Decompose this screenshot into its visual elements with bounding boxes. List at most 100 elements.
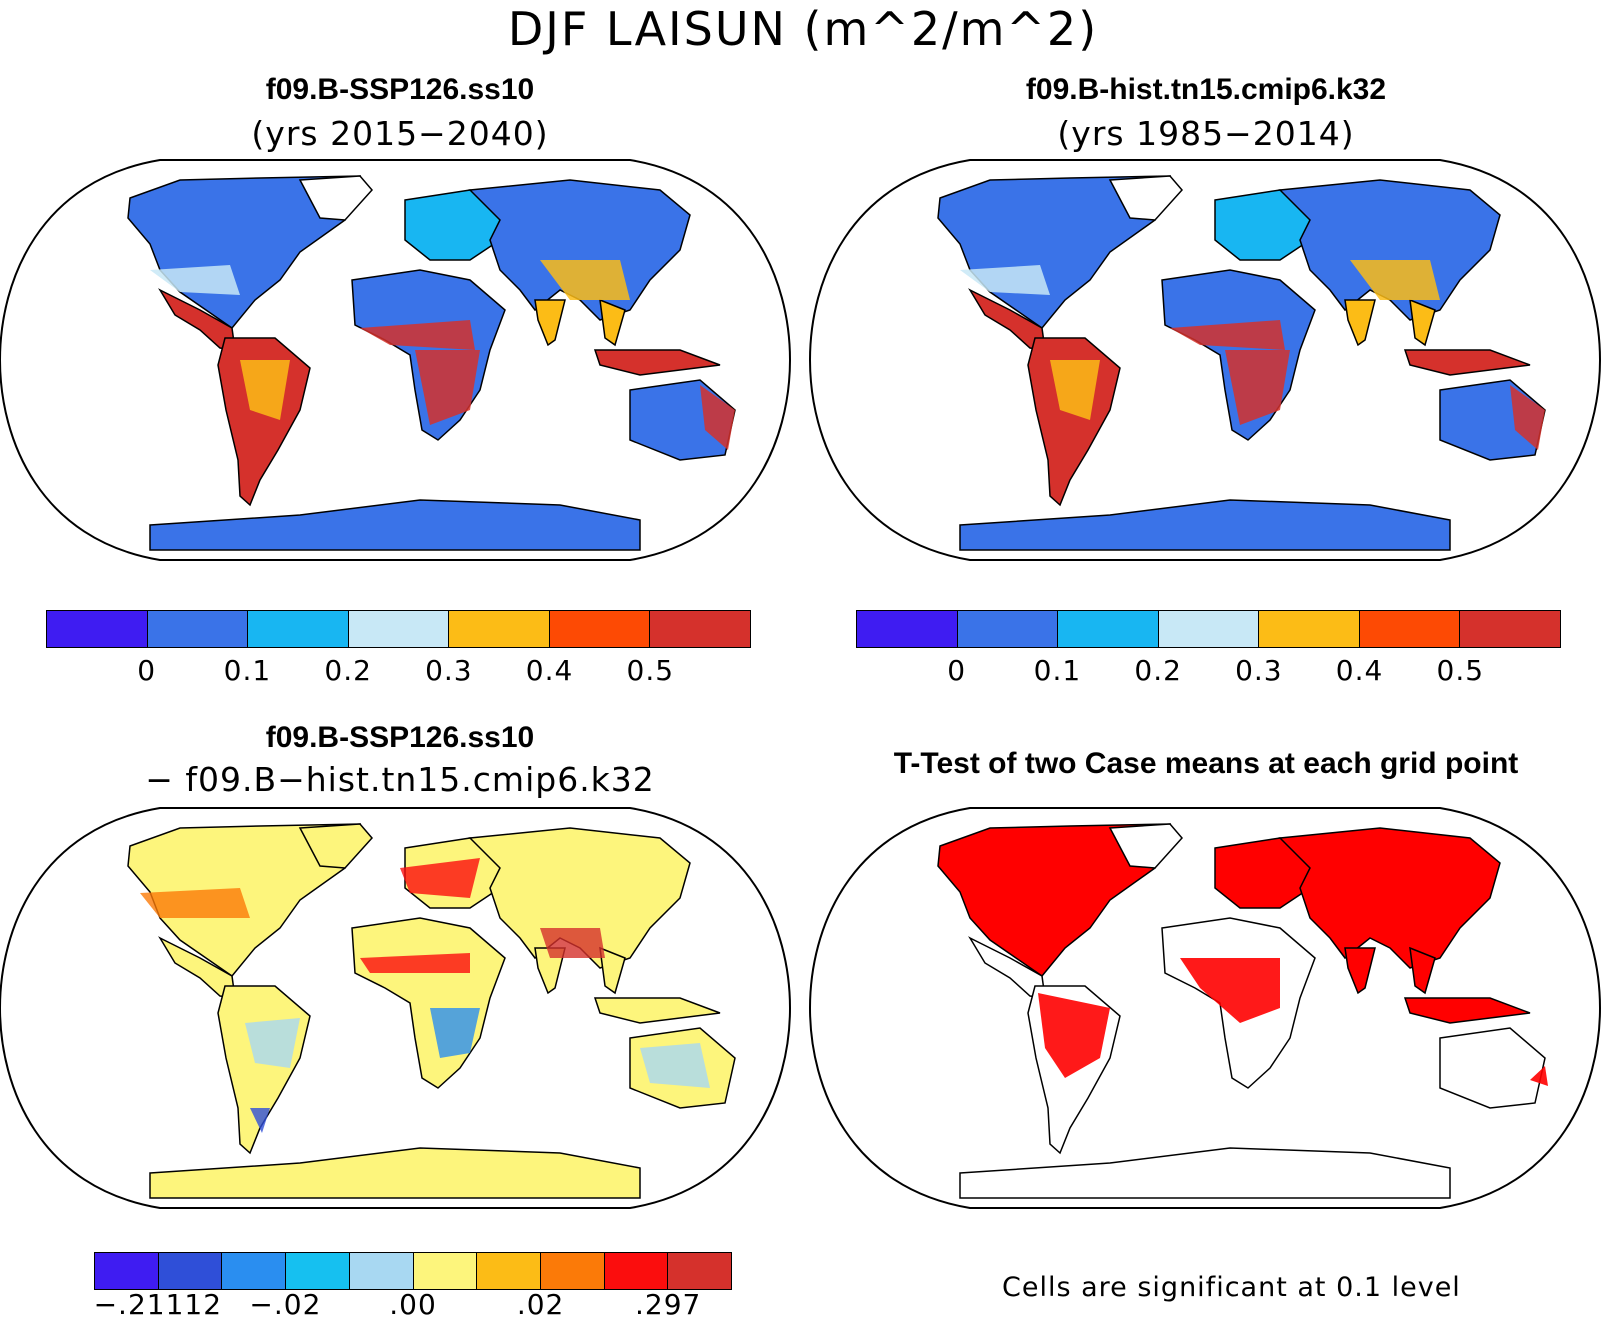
panel-2-colorbar — [856, 610, 1561, 648]
land-greenland — [298, 175, 373, 221]
significant-region — [1038, 993, 1110, 1078]
panel-2-colorbar-labels: 0 0.1 0.2 0.3 0.4 0.5 — [856, 654, 1561, 688]
land-indonesia — [593, 349, 721, 376]
significant-region — [1530, 1066, 1548, 1086]
land-india — [1344, 947, 1376, 995]
colorbar-swatch — [248, 611, 349, 647]
panel-4-map — [808, 807, 1602, 1209]
panel-1-map — [0, 159, 792, 561]
significance-note: Cells are significant at 0.1 level — [1002, 1272, 1461, 1303]
field-region — [245, 1018, 300, 1068]
land-greenland — [298, 823, 373, 869]
panel-1-title: f09.B-SSP126.ss10 — [265, 73, 535, 106]
panel-2-title: f09.B-hist.tn15.cmip6.k32 — [1025, 73, 1387, 106]
significant-region — [1180, 958, 1280, 1023]
land-indonesia — [1403, 349, 1531, 376]
panel-2-subtitle: (yrs 1985−2014) — [1057, 114, 1355, 153]
field-region — [640, 1043, 710, 1088]
panel-2-map — [808, 159, 1602, 561]
map-border — [808, 807, 1602, 1209]
panel-3-map — [0, 807, 792, 1209]
land-india — [534, 299, 566, 347]
colorbar-swatch — [1359, 611, 1461, 647]
colorbar-swatch — [147, 611, 249, 647]
colorbar-tick-label: −.02 — [249, 1288, 322, 1321]
field-region — [1510, 385, 1545, 450]
panel-1-subtitle: (yrs 2015−2040) — [251, 114, 549, 153]
colorbar-tick-label: 0.5 — [626, 654, 675, 687]
colorbar-swatch — [857, 611, 958, 647]
colorbar-swatch — [957, 611, 1059, 647]
colorbar-tick-label: 0.2 — [324, 654, 372, 687]
land-australia — [1439, 1027, 1546, 1109]
colorbar-tick-label: 0.4 — [525, 654, 574, 687]
land-namerica — [937, 823, 1172, 978]
field-region — [700, 385, 735, 450]
land-antarctica — [149, 1147, 641, 1199]
field-region — [400, 858, 480, 898]
map-border — [0, 807, 792, 1209]
land-seasia — [1409, 946, 1436, 995]
land-asia — [1278, 179, 1501, 321]
colorbar-tick-label: 0 — [137, 654, 157, 687]
panel-3-subtitle: − f09.B−hist.tn15.cmip6.k32 — [145, 760, 655, 799]
colorbar-tick-label: .00 — [389, 1288, 437, 1321]
land-seasia — [599, 946, 626, 995]
panel-3-title: f09.B-SSP126.ss10 — [265, 721, 535, 754]
field-region — [240, 360, 290, 420]
figure-title: DJF LAISUN (m^2/m^2) — [507, 2, 1099, 56]
colorbar-tick-label: 0.1 — [223, 654, 272, 687]
land-seasia — [1409, 298, 1436, 347]
colorbar-tick-label: 0.1 — [1033, 654, 1082, 687]
colorbar-swatch — [95, 1253, 159, 1289]
land-asia — [1278, 827, 1501, 969]
colorbar-swatch — [47, 611, 148, 647]
land-antarctica — [149, 499, 641, 551]
field-region — [430, 1008, 480, 1058]
land-greenland — [1108, 175, 1183, 221]
colorbar-swatch — [286, 1253, 350, 1289]
panel-1-colorbar — [46, 610, 751, 648]
field-region — [140, 888, 250, 918]
field-region — [960, 265, 1050, 295]
panel-1-colorbar-labels: 0 0.1 0.2 0.3 0.4 0.5 — [46, 654, 751, 688]
panel-3-colorbar-labels: −.21112 −.02 .00 .02 .297 — [94, 1288, 732, 1322]
field-region — [415, 350, 480, 425]
colorbar-swatch — [477, 1253, 541, 1289]
colorbar-swatch — [668, 1253, 732, 1289]
map-border — [0, 159, 792, 561]
field-region — [150, 265, 240, 295]
colorbar-tick-label: 0.3 — [425, 654, 473, 687]
colorbar-swatch — [1460, 611, 1561, 647]
field-region — [250, 1108, 270, 1133]
field-region — [540, 260, 630, 300]
colorbar-swatch — [650, 611, 751, 647]
colorbar-tick-label: 0.2 — [1134, 654, 1182, 687]
field-region — [360, 953, 470, 973]
land-asia — [468, 179, 691, 321]
field-region — [1350, 260, 1440, 300]
colorbar-swatch — [604, 1253, 669, 1289]
colorbar-swatch — [158, 1253, 223, 1289]
panel-3-colorbar — [94, 1252, 732, 1290]
land-samerica — [217, 337, 311, 507]
colorbar-swatch — [1158, 611, 1260, 647]
field-region — [360, 320, 475, 350]
colorbar-swatch — [413, 1253, 478, 1289]
colorbar-tick-label: 0.4 — [1335, 654, 1384, 687]
colorbar-swatch — [1259, 611, 1360, 647]
panel-4-title: T-Test of two Case means at each grid po… — [893, 747, 1519, 780]
land-greenland — [1108, 823, 1183, 869]
colorbar-tick-label: 0.3 — [1235, 654, 1283, 687]
field-region — [1170, 320, 1285, 350]
colorbar-tick-label: −.21112 — [93, 1288, 223, 1321]
field-region — [540, 928, 605, 958]
land-seasia — [599, 298, 626, 347]
colorbar-swatch — [549, 611, 651, 647]
colorbar-swatch — [348, 611, 450, 647]
land-indonesia — [593, 997, 721, 1024]
map-border — [808, 159, 1602, 561]
field-region — [1225, 350, 1290, 425]
land-samerica — [1027, 337, 1121, 507]
colorbar-swatch — [540, 1253, 605, 1289]
